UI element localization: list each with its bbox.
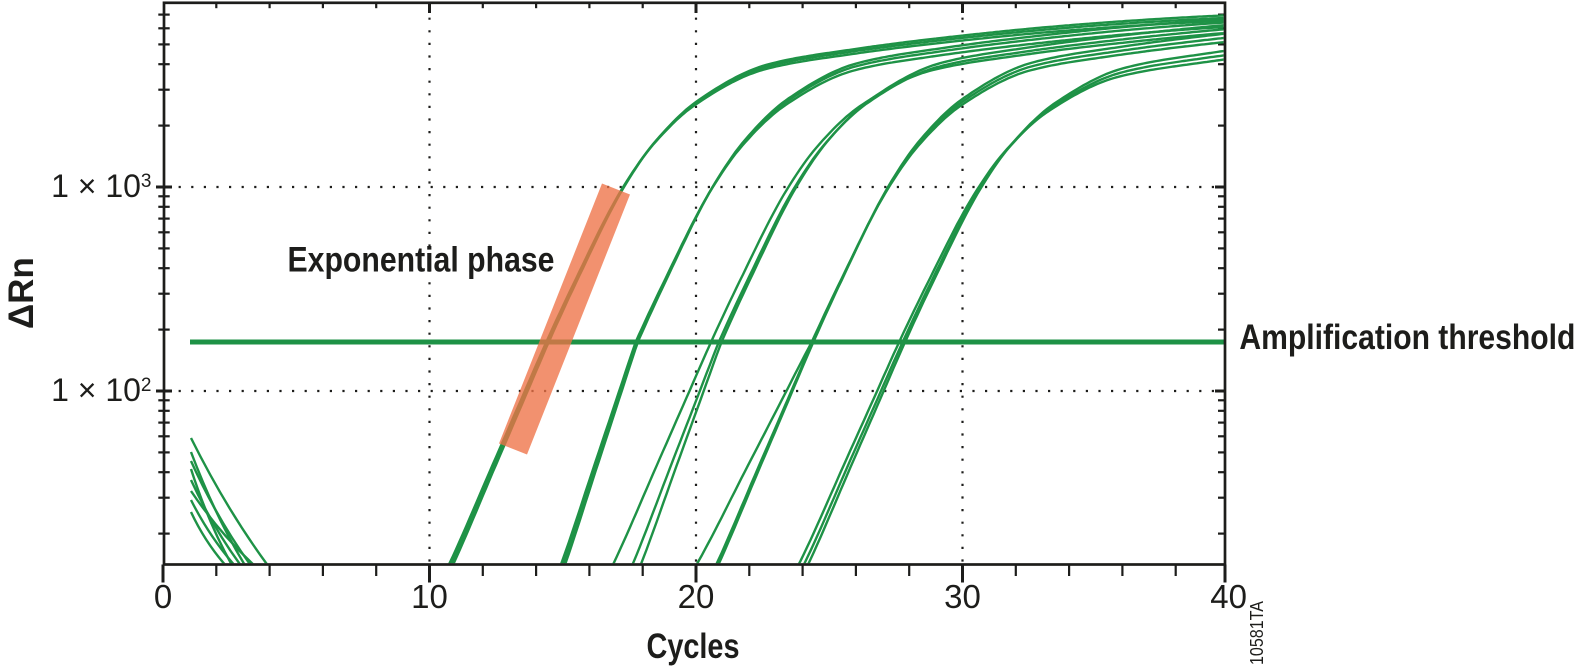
svg-text:Amplification threshold: Amplification threshold — [1239, 318, 1575, 357]
svg-text:0: 0 — [154, 578, 172, 615]
svg-text:1 × 103: 1 × 103 — [51, 168, 151, 204]
svg-text:1 × 102: 1 × 102 — [51, 372, 151, 408]
svg-text:20: 20 — [678, 578, 715, 615]
svg-text:Cycles: Cycles — [647, 627, 740, 666]
svg-text:10581TA: 10581TA — [1247, 601, 1267, 665]
svg-text:ΔRn: ΔRn — [2, 257, 41, 329]
svg-text:Exponential phase: Exponential phase — [288, 241, 555, 280]
svg-text:30: 30 — [944, 578, 981, 615]
svg-text:40: 40 — [1210, 578, 1247, 615]
svg-text:10: 10 — [411, 578, 448, 615]
